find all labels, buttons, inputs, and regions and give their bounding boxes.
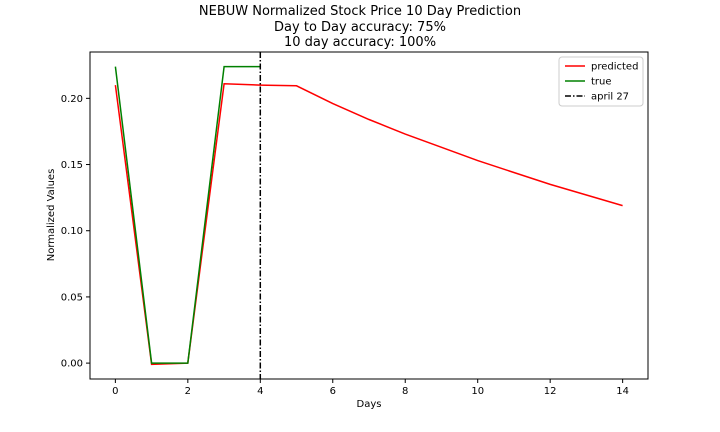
legend-predicted-label: predicted [591, 62, 638, 73]
x-tick-label: 6 [330, 386, 336, 397]
y-tick-label: 0.20 [61, 94, 83, 105]
x-tick-label: 2 [185, 386, 191, 397]
x-axis-label: Days [357, 399, 382, 410]
x-tick-label: 0 [112, 386, 118, 397]
chart-subtitle-10day-accuracy: 10 day accuracy: 100% [283, 35, 437, 50]
x-tick-label: 8 [402, 386, 408, 397]
legend-vline-label: april 27 [591, 92, 629, 103]
series-line-true [114, 65, 261, 364]
legend-box [558, 56, 644, 107]
y-tick-label: 0.05 [61, 292, 83, 303]
x-tick-label: 12 [544, 386, 557, 397]
y-axis-label: Normalized Values [46, 169, 57, 262]
x-tick-label: 14 [616, 386, 629, 397]
y-tick-label: 0.15 [61, 160, 83, 171]
legend: predicted true april 27 [558, 56, 644, 107]
plot-frame [89, 51, 649, 380]
x-tick-label: 4 [257, 386, 263, 397]
x-tick-label: 10 [471, 386, 484, 397]
chart-title: NEBUW Normalized Stock Price 10 Day Pred… [198, 4, 522, 19]
chart-subtitle-day-accuracy: Day to Day accuracy: 75% [274, 20, 446, 35]
y-tick-label: 0.00 [61, 359, 83, 370]
legend-true-label: true [591, 77, 612, 88]
y-tick-label: 0.10 [61, 226, 83, 237]
series-line-predicted [114, 83, 623, 366]
